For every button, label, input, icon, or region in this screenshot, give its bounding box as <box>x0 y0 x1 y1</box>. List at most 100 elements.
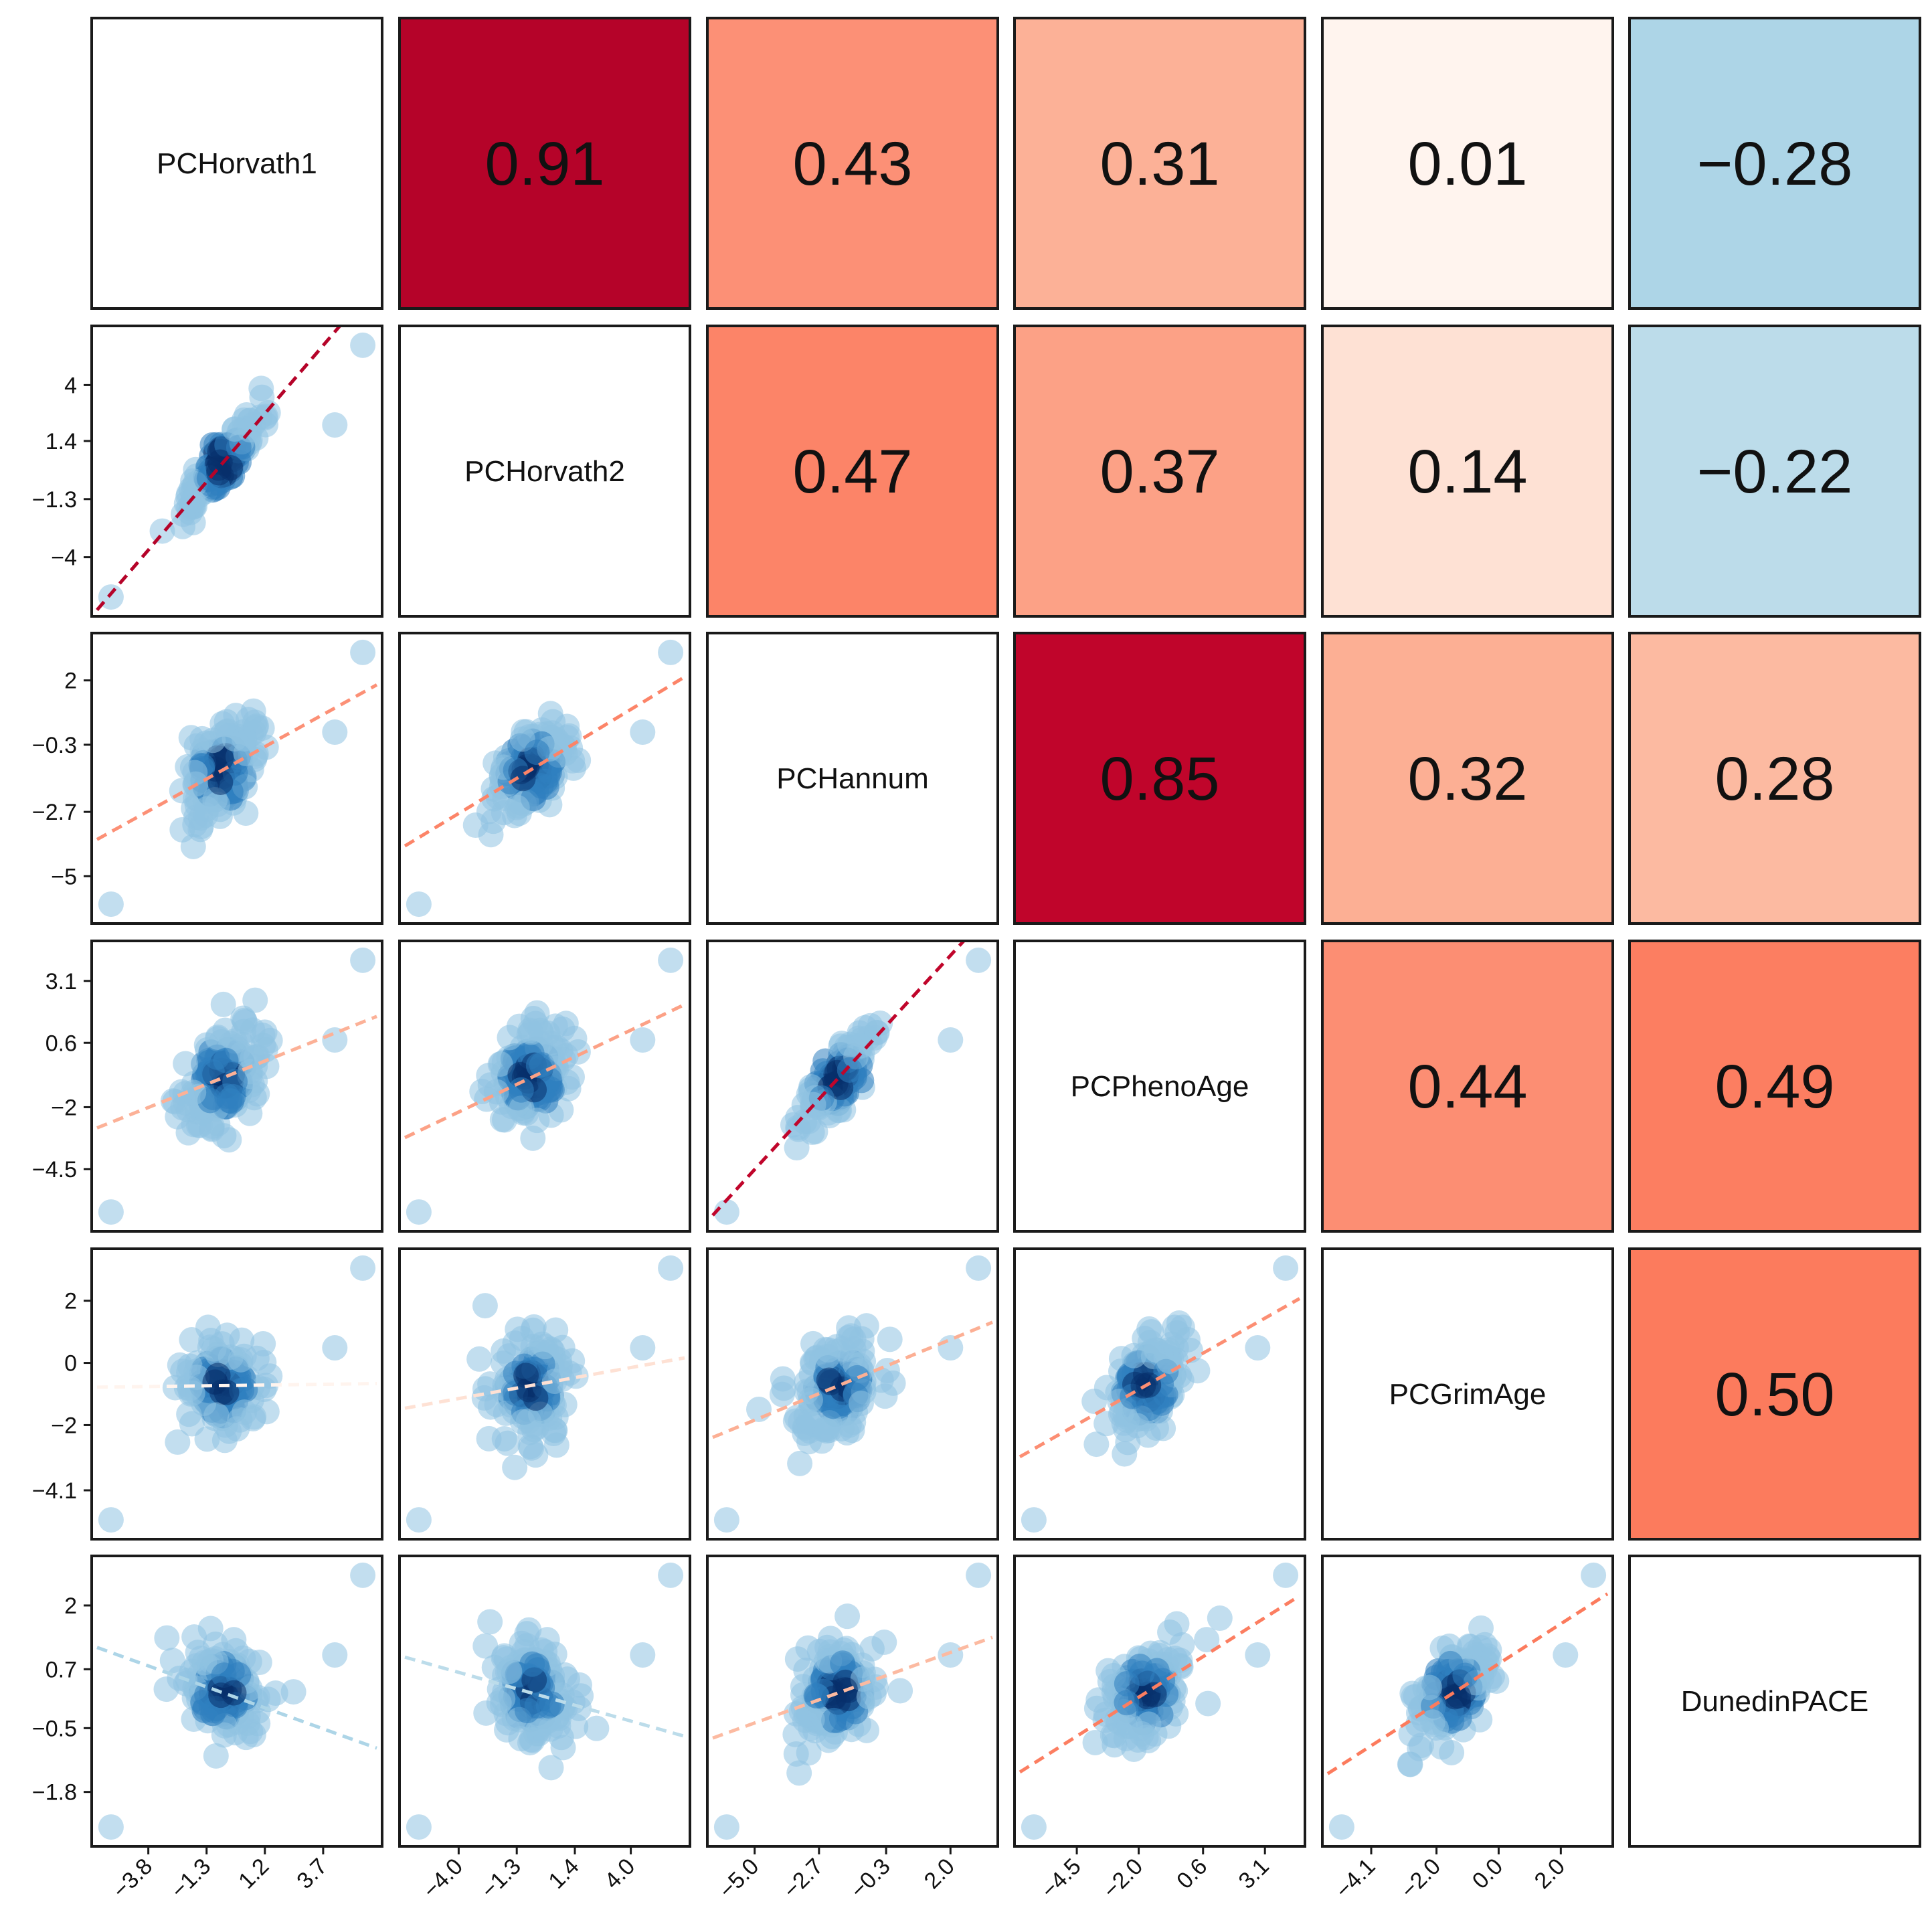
data-point <box>534 1627 560 1653</box>
data-point <box>406 1814 432 1840</box>
cell-frame <box>706 940 999 1233</box>
cell-pchorvath1-pcphenoage: 0.31 <box>1013 17 1306 310</box>
cell-pchorvath1-pchorvath2: 0.91 <box>398 17 691 310</box>
data-point <box>1194 1627 1220 1653</box>
data-point <box>250 1331 276 1357</box>
cell-pcphenoage-pchorvath1 <box>90 940 383 1233</box>
data-point <box>966 947 992 973</box>
data-point <box>658 1562 684 1588</box>
cell-frame <box>706 325 999 618</box>
data-point <box>713 1507 739 1533</box>
scatter-points <box>96 326 376 612</box>
data-point <box>181 493 207 519</box>
data-point <box>784 1646 810 1672</box>
scatter-points <box>712 1255 993 1533</box>
data-point <box>771 1375 797 1401</box>
correlation-value: 0.44 <box>1407 1053 1527 1121</box>
data-point <box>173 1051 199 1077</box>
data-point <box>1207 1605 1233 1632</box>
scatter-points <box>712 1562 993 1840</box>
matrix-cells: PCHorvath1 0.91 0.43 0.31 0.01 −0.28 PCHorvath… <box>32 17 1921 1903</box>
data-point <box>98 891 124 917</box>
cell-pcgrimage-pchannum <box>706 1247 999 1541</box>
cell-frame <box>706 17 999 310</box>
cell-pcphenoage-pchannum <box>706 940 999 1233</box>
cell-frame <box>1013 940 1306 1233</box>
data-point <box>406 1507 432 1533</box>
data-point <box>205 1024 231 1050</box>
data-point <box>519 1435 545 1461</box>
data-point <box>98 1814 124 1840</box>
y-tick-label: −0.5 <box>32 1716 77 1741</box>
data-point <box>1114 1690 1140 1716</box>
data-point <box>194 796 220 822</box>
data-point <box>541 1369 567 1395</box>
data-point <box>630 1027 656 1053</box>
cell-pcphenoage-pchorvath2 <box>398 940 691 1233</box>
data-point <box>350 332 376 358</box>
cell-frame <box>1321 1247 1614 1541</box>
cell-pchannum-pchannum: PCHannum <box>706 632 999 925</box>
cell-frame <box>1321 940 1614 1233</box>
y-tick-label: −2 <box>51 1413 77 1438</box>
diagonal-cell-bg <box>400 326 690 616</box>
variable-label: PCHorvath1 <box>157 147 317 180</box>
diagonal-cell-bg <box>92 18 382 309</box>
cell-frame <box>1628 1247 1921 1541</box>
scatter-points <box>404 947 686 1225</box>
y-tick-label: 3.1 <box>46 969 77 994</box>
data-point <box>1452 1662 1478 1688</box>
data-point <box>630 1335 656 1361</box>
y-tick-label: −4.5 <box>32 1157 77 1183</box>
data-point <box>1407 1735 1433 1761</box>
variable-label: PCHorvath2 <box>464 455 625 488</box>
data-point <box>803 1682 829 1709</box>
data-point <box>525 1053 551 1079</box>
cell-frame <box>90 325 383 618</box>
correlation-tile <box>1630 18 1920 309</box>
scatter-points <box>96 639 378 917</box>
data-point <box>1128 1721 1154 1747</box>
data-point <box>1081 1388 1108 1414</box>
cell-pcgrimage-pcphenoage <box>1013 1247 1306 1541</box>
data-point <box>466 1346 493 1372</box>
cell-frame <box>1013 325 1306 618</box>
cell-frame <box>398 17 691 310</box>
cell-frame <box>398 1555 691 1848</box>
data-point <box>232 726 258 752</box>
cell-pchorvath2-pcgrimage: 0.14 <box>1321 325 1614 618</box>
cell-frame <box>90 17 383 310</box>
y-tick-label: 0.7 <box>46 1657 77 1682</box>
correlation-tile <box>1630 633 1920 924</box>
data-point <box>406 1199 432 1225</box>
data-point <box>98 1507 124 1533</box>
correlation-value: −0.22 <box>1697 438 1853 506</box>
data-point <box>1273 1255 1299 1281</box>
data-point <box>471 1385 497 1411</box>
data-point <box>1419 1709 1445 1735</box>
cell-frame <box>90 632 383 925</box>
cell-dunedinpace-pcphenoage <box>1013 1555 1306 1848</box>
correlation-value: 0.50 <box>1715 1361 1834 1429</box>
scatter-points <box>404 1255 685 1533</box>
data-point <box>200 727 226 754</box>
data-point <box>517 1017 543 1043</box>
data-point <box>1141 1682 1167 1708</box>
x-tick-label: 0.6 <box>1172 1854 1212 1894</box>
variable-label: PCHannum <box>776 762 928 795</box>
data-point <box>350 639 376 665</box>
data-point <box>497 1658 523 1684</box>
scatter-points <box>96 947 377 1225</box>
scatter-points <box>404 639 686 917</box>
cell-pcphenoage-dunedinpace: 0.49 <box>1628 940 1921 1233</box>
y-tick-label: 2 <box>64 1593 77 1619</box>
correlation-tile <box>1630 1249 1920 1539</box>
data-point <box>1445 1683 1472 1709</box>
cell-pchorvath2-pchorvath2: PCHorvath2 <box>398 325 691 618</box>
data-point <box>472 1293 498 1319</box>
cell-frame <box>1321 17 1614 310</box>
data-point <box>406 891 432 917</box>
x-tick-label: −2.0 <box>1098 1854 1148 1903</box>
data-point <box>835 1603 861 1630</box>
correlation-tile <box>1322 941 1613 1231</box>
